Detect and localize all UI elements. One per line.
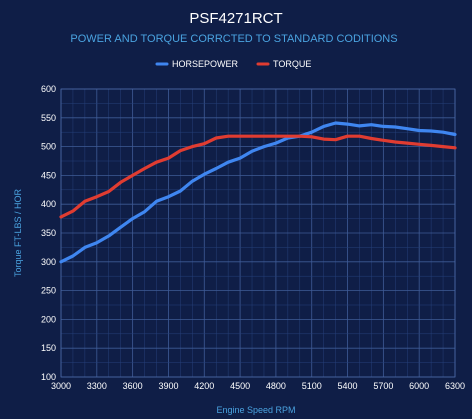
series-line-horsepower[interactable]: [59, 121, 457, 264]
x-tick-label: 3900: [158, 381, 178, 391]
x-tick-label: 3300: [87, 381, 107, 391]
y-tick-label: 100: [41, 372, 56, 382]
x-tick-label: 6000: [409, 381, 429, 391]
y-tick-label: 400: [41, 199, 56, 209]
y-tick-label: 350: [41, 228, 56, 238]
legend-label-torque[interactable]: TORQUE: [273, 59, 311, 69]
chart-subtitle: POWER AND TORQUE CORRCTED TO STANDARD CO…: [70, 33, 397, 45]
x-tick-label: 5700: [373, 381, 393, 391]
x-tick-label: 4200: [194, 381, 214, 391]
y-tick-label: 600: [41, 84, 56, 94]
y-tick-label: 500: [41, 142, 56, 152]
x-tick-label: 4800: [266, 381, 286, 391]
chart-title: PSF4271RCT: [189, 10, 282, 27]
x-tick-label: 5400: [338, 381, 358, 391]
y-tick-label: 450: [41, 170, 56, 180]
x-tick-label: 6300: [445, 381, 465, 391]
grid: [60, 88, 456, 378]
x-tick-label: 3600: [123, 381, 143, 391]
y-tick-label: 550: [41, 113, 56, 123]
x-tick-label: 5100: [302, 381, 322, 391]
plot-border: [60, 88, 456, 378]
x-tick-label: 3000: [51, 381, 71, 391]
y-tick-label: 300: [41, 257, 56, 267]
plot-series: [59, 121, 457, 264]
y-axis-label: Torque FT-LBS / HOR: [13, 188, 23, 277]
legend-label-horsepower[interactable]: HORSEPOWER: [172, 59, 239, 69]
y-tick-label: 250: [41, 286, 56, 296]
x-axis-label: Engine Speed RPM: [216, 405, 295, 415]
x-tick-label: 4500: [230, 381, 250, 391]
series-line-torque[interactable]: [59, 134, 457, 219]
y-tick-label: 200: [41, 314, 56, 324]
y-axis: 100 150 200 250 300 350 400 450 500 550 600: [41, 84, 56, 382]
x-axis: 3000 3300 3600 3900 4200 4500 4800 5100 5400 5700…: [51, 381, 465, 391]
y-tick-label: 150: [41, 343, 56, 353]
legend: HORSEPOWER TORQUE: [155, 59, 311, 69]
